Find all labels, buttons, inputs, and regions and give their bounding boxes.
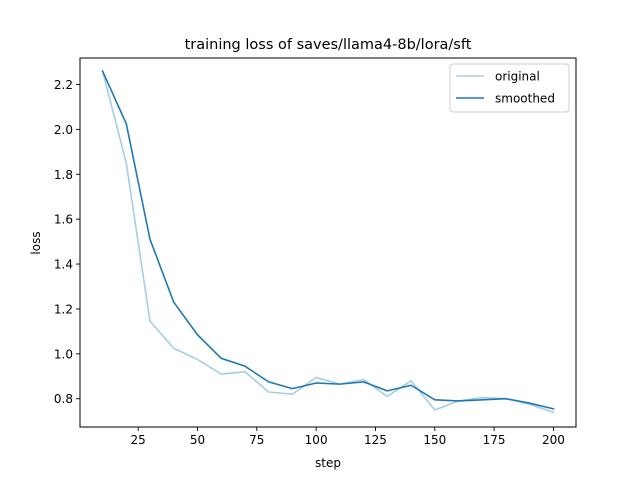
x-tick-label: 50 xyxy=(190,433,205,447)
series-lines xyxy=(101,69,555,414)
y-axis-ticks: 0.8 1.0 1.2 1.4 1.6 1.8 2.0 2.2 xyxy=(54,78,80,406)
x-tick-label: 125 xyxy=(364,433,387,447)
legend-label-smoothed: smoothed xyxy=(495,92,555,106)
y-tick-label: 1.8 xyxy=(54,168,73,182)
chart-title: training loss of saves/llama4-8b/lora/sf… xyxy=(185,37,472,53)
y-tick-label: 2.2 xyxy=(54,78,73,92)
x-axis-label: step xyxy=(315,456,341,470)
y-tick-label: 1.2 xyxy=(54,302,73,316)
y-tick-label: 1.4 xyxy=(54,258,73,272)
x-axis-ticks: 25 50 75 100 125 150 175 200 xyxy=(131,427,565,447)
series-line-smoothed xyxy=(101,69,555,410)
y-tick-label: 1.0 xyxy=(54,347,73,361)
legend-label-original: original xyxy=(495,70,540,84)
y-tick-label: 2.0 xyxy=(54,123,73,137)
y-tick-label: 0.8 xyxy=(54,392,73,406)
series-line-original xyxy=(101,70,555,414)
x-tick-label: 175 xyxy=(483,433,506,447)
x-tick-label: 200 xyxy=(542,433,565,447)
y-axis-label: loss xyxy=(29,231,43,254)
x-tick-label: 150 xyxy=(423,433,446,447)
x-tick-label: 25 xyxy=(131,433,146,447)
plot-frame xyxy=(79,57,577,428)
x-tick-label: 75 xyxy=(249,433,264,447)
y-tick-label: 1.6 xyxy=(54,213,73,227)
legend: original smoothed xyxy=(449,63,570,113)
x-tick-label: 100 xyxy=(305,433,328,447)
